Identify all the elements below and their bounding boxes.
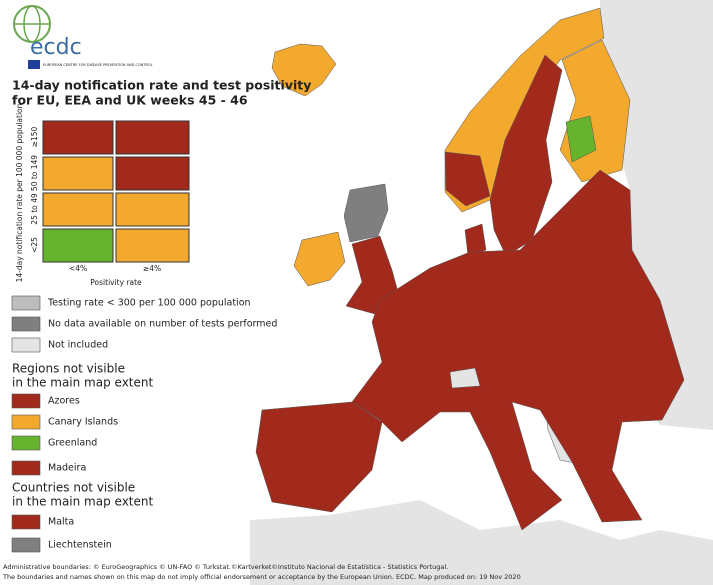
- title-line: for EU, EEA and UK weeks 45 - 46: [12, 93, 248, 108]
- country-label: Liechtenstein: [48, 540, 112, 551]
- matrix-cell: [115, 192, 190, 227]
- legend-swatch: [11, 460, 41, 476]
- legend-label: Testing rate < 300 per 100 000 populatio…: [47, 298, 251, 309]
- legend-swatch: [11, 514, 41, 530]
- finland-region: [565, 115, 597, 163]
- iberia: [255, 401, 383, 513]
- region-label: Madeira: [48, 463, 86, 474]
- matrix-cell: [115, 156, 190, 191]
- column-label: <4%: [69, 264, 87, 273]
- legend-label: No data available on number of tests per…: [48, 319, 277, 330]
- country-label: Malta: [48, 517, 74, 528]
- matrix-x-label: Positivity rate: [90, 278, 142, 287]
- continental-europe: [351, 169, 685, 531]
- legend-swatch: [11, 295, 41, 311]
- legend-swatch: [11, 537, 41, 553]
- non-included-africa: [250, 500, 713, 585]
- matrix-cell: [42, 192, 114, 227]
- scotland: [343, 183, 389, 243]
- legend-label: Not included: [48, 340, 108, 351]
- logo-name: ecdc: [30, 35, 82, 60]
- matrix-cell: [42, 228, 114, 263]
- iceland: [271, 43, 337, 97]
- row-label: <25: [30, 237, 39, 253]
- section-heading: in the main map extent: [12, 495, 154, 509]
- row-label: 50 to 149: [30, 155, 39, 191]
- switzerland: [449, 367, 481, 389]
- legend-swatch: [11, 393, 41, 409]
- section-heading: Regions not visible: [12, 362, 125, 376]
- footer-line: Administrative boundaries: © EuroGeograp…: [3, 563, 448, 571]
- legend-swatch: [11, 414, 41, 430]
- matrix-y-label: 14-day notification rate per 100 000 pop…: [15, 103, 24, 282]
- sweden: [489, 54, 563, 257]
- column-label: ≥4%: [143, 264, 161, 273]
- matrix-cell: [115, 228, 190, 263]
- ireland: [293, 231, 346, 287]
- norway-south: [444, 151, 491, 207]
- logo-subtitle: EUROPEAN CENTRE FOR DISEASE PREVENTION A…: [43, 63, 153, 67]
- section-heading: Countries not visible: [12, 481, 135, 495]
- region-label: Canary Islands: [48, 417, 118, 428]
- logo: ecdc EUROPEAN CENTRE FOR DISEASE PREVENT…: [13, 5, 153, 69]
- denmark: [464, 223, 487, 257]
- legend-swatch: [11, 435, 41, 451]
- row-label: ≥150: [30, 126, 39, 147]
- row-label: 25 to 49: [30, 193, 39, 225]
- title-line: 14-day notification rate and test positi…: [12, 78, 311, 93]
- region-label: Greenland: [48, 438, 97, 449]
- section-heading: in the main map extent: [12, 376, 154, 390]
- legend-swatch: [11, 337, 41, 353]
- matrix-cell: [42, 120, 114, 155]
- legend-swatch: [11, 316, 41, 332]
- eu-flag: [28, 60, 40, 69]
- map: [250, 0, 713, 585]
- matrix-cell: [42, 156, 114, 191]
- matrix-cell: [115, 120, 190, 155]
- footer-line: The boundaries and names shown on this m…: [2, 573, 521, 581]
- region-label: Azores: [48, 396, 80, 407]
